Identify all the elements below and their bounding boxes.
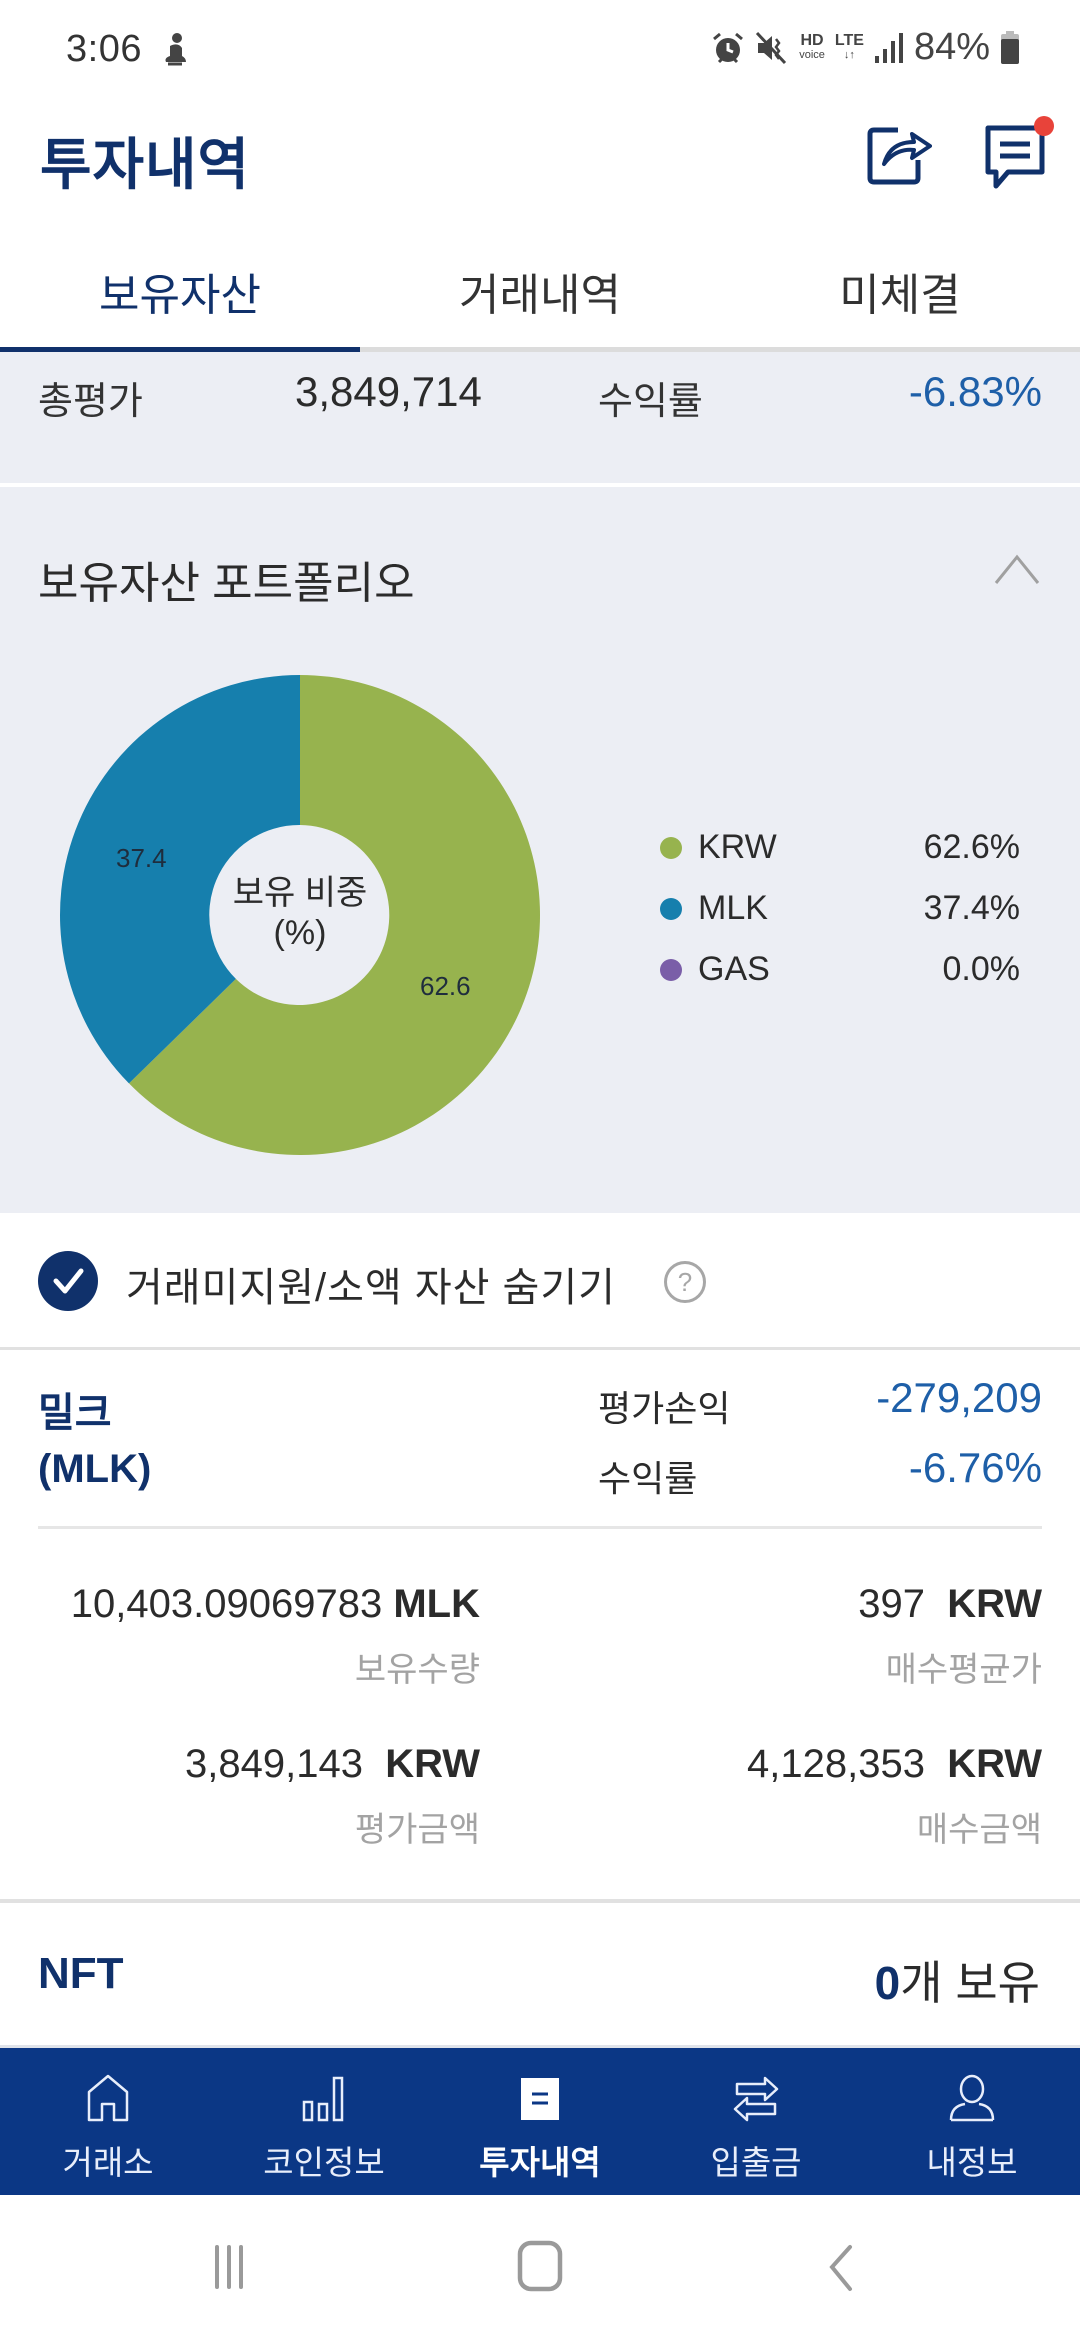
bottom-nav: 거래소 코인정보 투자내역 입출금 내정보 — [0, 2045, 1080, 2195]
checkmark-icon — [53, 1268, 84, 1294]
tab-holdings[interactable]: 보유자산 — [99, 271, 261, 320]
asset-rate-label: 수익률 — [598, 1458, 698, 1499]
buy-amount-label: 매수금액 — [916, 1811, 1042, 1849]
legend-item-gas: GAS 0.0% — [660, 939, 1020, 1000]
hide-small-assets-row: 거래미지원/소액 자산 숨기기 ? — [0, 1213, 1080, 1347]
page-title: 투자내역 — [40, 133, 251, 196]
transfer-icon — [733, 2076, 779, 2122]
coin-name: 밀크 (MLK) — [38, 1391, 152, 1491]
status-icons: HD voice LTE ↓↑ 84% — [711, 26, 1020, 69]
section-divider — [0, 1899, 1080, 1903]
alarm-icon — [713, 32, 744, 63]
nav-coin-info[interactable]: 코인정보 — [216, 2048, 432, 2195]
slice-label-mlk: 37.4 — [116, 843, 167, 873]
slice-label-krw: 62.6 — [420, 971, 471, 1001]
lte-icon: LTE ↓↑ — [834, 31, 864, 61]
mute-icon — [756, 31, 787, 64]
person-icon — [949, 2074, 995, 2122]
legend-dot-krw — [660, 836, 682, 859]
battery-icon — [1001, 30, 1019, 64]
summary-panel: 총평가 3,849,714 수익률 -6.83% — [0, 352, 1080, 483]
document-icon — [521, 2078, 559, 2120]
asset-card-mlk[interactable]: 밀크 (MLK) 평가손익 -279,209 수익률 -6.76% 10,403… — [0, 1350, 1080, 1900]
eval-pl-label: 평가손익 — [598, 1388, 731, 1429]
portfolio-legend: KRW 62.6% MLK 37.4% GAS 0.0% — [660, 817, 1020, 1000]
nft-title: NFT — [38, 1949, 124, 1998]
status-time: 3:06 — [66, 28, 142, 70]
legend-dot-mlk — [660, 897, 682, 920]
tab-track — [0, 347, 1080, 352]
status-bar: 3:06 HD voice LTE ↓↑ — [0, 0, 1080, 100]
slice-mlk — [60, 675, 301, 1084]
legend-item-mlk: MLK 37.4% — [660, 878, 1020, 939]
share-icon[interactable] — [862, 120, 932, 190]
quantity-value: 10,403.09069783 MLK — [70, 1582, 480, 1626]
system-nav-bar — [0, 2195, 1080, 2340]
donut-center-label: 보유 비중 (%) — [232, 874, 368, 952]
avg-price-value: 397 KRW — [858, 1582, 1042, 1626]
home-button-icon[interactable] — [510, 2239, 570, 2295]
total-eval-value: 3,849,714 — [295, 368, 482, 415]
tab-active-indicator — [0, 347, 360, 352]
return-rate-label: 수익률 — [598, 381, 703, 423]
hide-small-assets-checkbox[interactable] — [38, 1251, 98, 1311]
hide-small-assets-label[interactable]: 거래미지원/소액 자산 숨기기 — [126, 1266, 616, 1310]
return-rate-value: -6.83% — [908, 368, 1042, 415]
nft-row[interactable]: NFT 0개 보유 — [0, 1903, 1080, 2043]
buy-amount-value: 4,128,353 KRW — [747, 1742, 1042, 1786]
eval-pl-value: -279,209 — [876, 1374, 1042, 1421]
section-divider — [0, 1347, 1080, 1351]
tab-bar: 보유자산 거래내역 미체결 — [0, 230, 1080, 352]
nav-deposit-withdraw[interactable]: 입출금 — [648, 2048, 864, 2195]
portfolio-section: 보유자산 포트폴리오 37.4 62.6 보유 비중 (%) KRW 62.6%… — [0, 487, 1080, 1213]
bar-chart-icon — [302, 2076, 344, 2122]
legend-dot-gas — [660, 958, 682, 981]
avg-price-label: 매수평균가 — [885, 1651, 1042, 1689]
hd-voice-icon: HD voice — [799, 31, 825, 61]
battery-percent: 84% — [913, 26, 990, 68]
tab-pending[interactable]: 미체결 — [839, 271, 961, 320]
eval-amount-label: 평가금액 — [354, 1811, 480, 1849]
signal-icon — [874, 32, 903, 63]
quantity-label: 보유수량 — [354, 1651, 480, 1689]
back-icon[interactable] — [820, 2243, 860, 2293]
tab-transactions[interactable]: 거래내역 — [459, 271, 621, 320]
app-header: 투자내역 — [0, 100, 1080, 230]
notification-person-icon — [165, 33, 186, 66]
notification-badge — [1034, 116, 1054, 136]
chevron-up-icon[interactable] — [992, 549, 1042, 589]
section-divider — [0, 483, 1080, 487]
nav-my-info[interactable]: 내정보 — [864, 2048, 1080, 2195]
help-icon[interactable]: ? — [664, 1261, 706, 1303]
nav-investments[interactable]: 투자내역 — [432, 2048, 648, 2195]
portfolio-title: 보유자산 포트폴리오 — [38, 559, 415, 608]
total-eval-label: 총평가 — [38, 381, 143, 423]
nft-count: 0개 보유 — [874, 1957, 1040, 2009]
eval-amount-value: 3,849,143 KRW — [185, 1742, 480, 1786]
recent-apps-icon[interactable] — [210, 2243, 260, 2293]
legend-item-krw: KRW 62.6% — [660, 817, 1020, 878]
slice-krw — [129, 675, 541, 1155]
home-icon — [87, 2074, 129, 2122]
nav-exchange[interactable]: 거래소 — [0, 2048, 216, 2195]
asset-rate-value: -6.76% — [908, 1444, 1042, 1491]
card-divider — [38, 1526, 1042, 1529]
portfolio-donut-chart — [60, 675, 541, 1155]
